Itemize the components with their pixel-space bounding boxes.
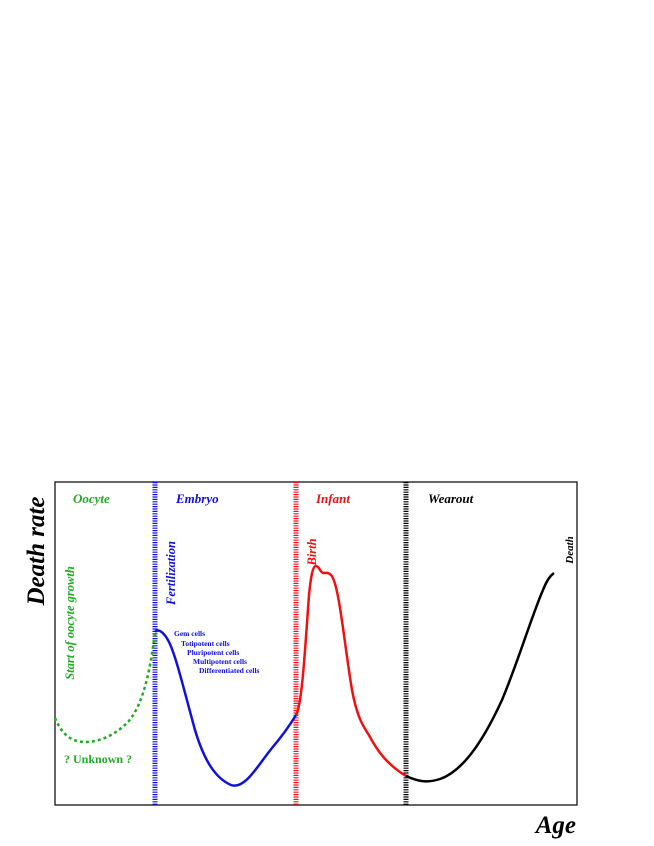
unknown-label: ? Unknown ? — [64, 752, 132, 766]
cell-stage-item: Differentiated cells — [199, 666, 260, 675]
marker-birth: Birth — [305, 538, 319, 566]
marker-fertilization: Fertilization — [164, 541, 178, 606]
wearout-curve — [405, 572, 555, 783]
infant-curve — [294, 564, 407, 778]
cell-stage-item: Totipotent cells — [181, 639, 230, 648]
phase-label-oocyte: Oocyte — [73, 491, 110, 506]
y-axis-label: Death rate — [23, 496, 50, 606]
phase-label-embryo: Embryo — [175, 491, 219, 506]
phase-label-wearout: Wearout — [428, 491, 474, 506]
x-axis-label: Age — [534, 812, 576, 839]
embryo-curve — [154, 629, 298, 787]
cell-stage-item: Pluripotent cells — [187, 648, 239, 657]
marker-death: Death — [564, 536, 576, 565]
plot-frame — [54, 481, 578, 806]
cell-stage-item: Multipotent cells — [193, 657, 247, 666]
marker-oocyte-start: Start of oocyte growth — [63, 566, 77, 680]
cell-stage-item: Gem cells — [174, 629, 205, 638]
phase-label-infant: Infant — [315, 491, 350, 506]
oocyte-curve — [53, 631, 157, 744]
